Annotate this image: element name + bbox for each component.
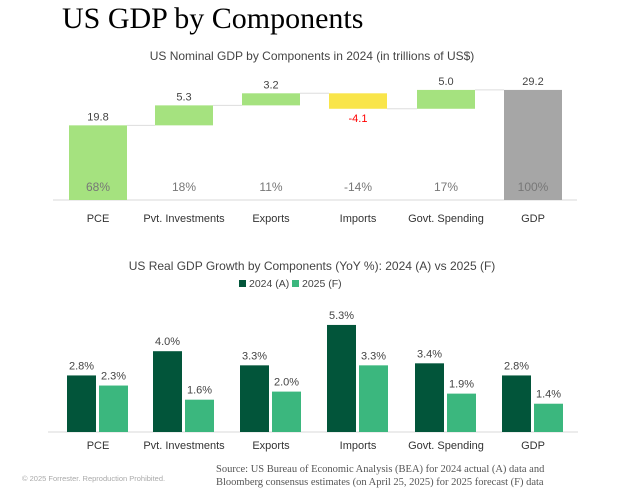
tick-label: Govt. Spending bbox=[408, 440, 484, 452]
bar-exports bbox=[242, 93, 300, 106]
page-title: US GDP by Components bbox=[62, 2, 364, 35]
legend-label: 2025 (F) bbox=[302, 278, 342, 290]
bar bbox=[534, 403, 563, 432]
bar bbox=[240, 365, 269, 432]
value-label: 2.0% bbox=[274, 377, 299, 389]
value-label: 1.4% bbox=[536, 389, 561, 401]
chart-title: US Nominal GDP by Components in 2024 (in… bbox=[150, 49, 475, 63]
bar bbox=[502, 375, 531, 432]
share-label: 11% bbox=[259, 180, 282, 194]
value-label: 5.0 bbox=[438, 76, 453, 88]
bar bbox=[359, 365, 388, 432]
bar bbox=[185, 399, 214, 432]
tick-label: Pvt. Investments bbox=[143, 213, 225, 225]
tick-label: GDP bbox=[521, 440, 545, 452]
copyright: © 2025 Forrester. Reproduction Prohibite… bbox=[22, 474, 166, 483]
tick-label: Govt. Spending bbox=[408, 213, 484, 225]
value-label: 3.3% bbox=[361, 350, 386, 362]
tick-label: Pvt. Investments bbox=[143, 440, 225, 452]
value-label: 29.2 bbox=[522, 76, 543, 88]
value-label: 3.3% bbox=[242, 350, 267, 362]
value-label: 2.3% bbox=[101, 371, 126, 383]
chart-title: US Real GDP Growth by Components (YoY %)… bbox=[129, 259, 496, 273]
source-line: Bloomberg consensus estimates (on April … bbox=[216, 477, 544, 488]
value-label: 1.9% bbox=[449, 379, 474, 391]
value-label: 5.3% bbox=[329, 310, 354, 322]
legend-swatch bbox=[239, 280, 246, 287]
bar-pce bbox=[69, 125, 127, 200]
source-note: Source: US Bureau of Economic Analysis (… bbox=[216, 463, 544, 489]
share-label: 17% bbox=[434, 180, 458, 194]
value-label: 19.8 bbox=[87, 111, 108, 123]
tick-label: GDP bbox=[521, 213, 545, 225]
bar-govt-spending bbox=[417, 89, 475, 109]
share-label: 18% bbox=[172, 180, 196, 194]
bar-imports bbox=[329, 93, 387, 109]
bar-pvt-investments bbox=[155, 105, 213, 126]
source-line: Source: US Bureau of Economic Analysis (… bbox=[216, 464, 545, 475]
share-label: 100% bbox=[518, 180, 549, 194]
legend-label: 2024 (A) bbox=[249, 278, 289, 290]
bar bbox=[67, 375, 96, 432]
bar-gdp bbox=[504, 89, 562, 200]
bar bbox=[99, 385, 128, 432]
legend-swatch bbox=[292, 280, 299, 287]
bar bbox=[272, 391, 301, 432]
value-label: 3.4% bbox=[417, 348, 442, 360]
bar bbox=[327, 324, 356, 432]
value-label: 2.8% bbox=[504, 360, 529, 372]
value-label: -4.1 bbox=[349, 113, 368, 125]
tick-label: PCE bbox=[87, 440, 110, 452]
share-label: -14% bbox=[344, 180, 372, 194]
value-label: 2.8% bbox=[69, 360, 94, 372]
value-label: 3.2 bbox=[263, 79, 278, 91]
tick-label: Imports bbox=[340, 440, 377, 452]
value-label: 4.0% bbox=[155, 336, 180, 348]
bar bbox=[153, 351, 182, 432]
tick-label: Exports bbox=[252, 440, 290, 452]
tick-label: Exports bbox=[252, 213, 290, 225]
value-label: 1.6% bbox=[187, 385, 212, 397]
bar bbox=[415, 363, 444, 432]
tick-label: Imports bbox=[340, 213, 377, 225]
value-label: 5.3 bbox=[176, 91, 191, 103]
tick-label: PCE bbox=[87, 213, 110, 225]
share-label: 68% bbox=[86, 180, 110, 194]
bar bbox=[447, 393, 476, 432]
